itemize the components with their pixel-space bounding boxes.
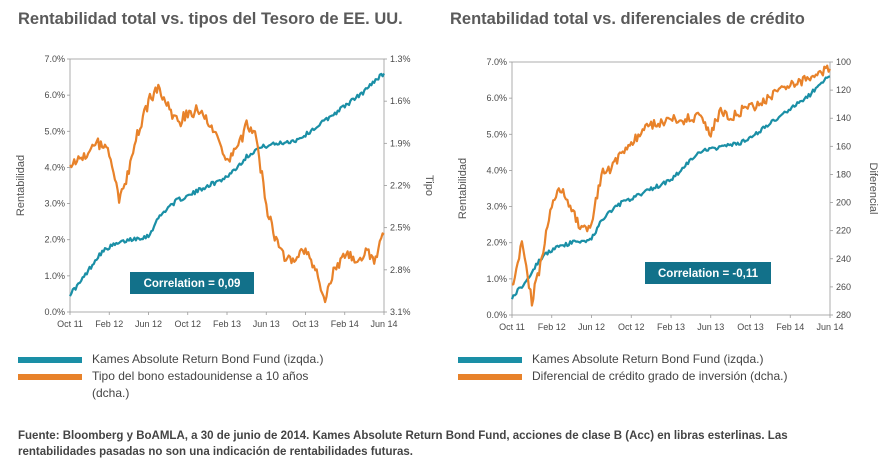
correlation-box (130, 272, 254, 294)
y-left-tick-label: 4.0% (44, 162, 65, 172)
x-tick-label: Oct 11 (499, 322, 525, 332)
y-right-tick-label: 2.2% (390, 181, 411, 191)
legend-label-fund-right: Kames Absolute Return Bond Fund (izqda.) (532, 352, 764, 366)
y-left-tick-label: 2.0% (44, 235, 65, 245)
y-right-tick-label: 3.1% (390, 307, 411, 317)
y-right-tick-label: 220 (836, 226, 851, 236)
correlation-label: Correlation = -0,11 (658, 268, 759, 280)
chart-title-left: Rentabilidad total vs. tipos del Tesoro … (18, 10, 403, 28)
y-left-tick-label: 5.0% (44, 126, 65, 136)
y-right-tick-label: 180 (836, 169, 851, 179)
x-tick-label: Feb 13 (657, 322, 685, 332)
y-left-tick-label: 5.0% (486, 129, 507, 139)
legend-swatch-spread (458, 374, 522, 380)
x-tick-label: Oct 13 (737, 322, 764, 332)
y-right-tick-label: 140 (836, 113, 851, 123)
x-tick-label: Jun 14 (370, 319, 397, 329)
y-right-tick-label: 2.8% (390, 265, 411, 275)
correlation-box (645, 262, 771, 284)
legend-label-spread: Diferencial de crédito grado de inversió… (532, 369, 788, 383)
series-line-right-axis (69, 83, 385, 304)
y-right-tick-label: 280 (836, 310, 851, 320)
series-line-fund (510, 75, 831, 300)
chart-treasury: 0.0% 1.0% 2.0% 3.0% 4.0% 5.0% 6.0% 7.0% 1.3% 1.6%… (15, 54, 435, 329)
correlation-label: Correlation = 0,09 (144, 278, 241, 290)
y-left-tick-label: 3.0% (486, 202, 507, 212)
y-left-axis-label: Rentabilidad (457, 158, 469, 219)
y-left-axis-label: Rentabilidad (15, 155, 27, 216)
legend-swatch-fund-left (18, 357, 82, 363)
x-tick-label: Jun 13 (697, 322, 724, 332)
x-tick-label: Oct 12 (174, 319, 201, 329)
x-tick-label: Oct 12 (618, 322, 645, 332)
y-right-tick-label: 100 (836, 57, 851, 67)
y-right-tick-label: 260 (836, 282, 851, 292)
x-tick-label: Feb 13 (213, 319, 241, 329)
x-tick-label: Feb 14 (776, 322, 804, 332)
x-tick-label: Feb 14 (331, 319, 359, 329)
y-left-tick-label: 1.0% (44, 271, 65, 281)
y-left-tick-label: 2.0% (486, 238, 507, 248)
y-left-tick-label: 1.0% (486, 274, 507, 284)
legend-label-treasury: Tipo del bono estadounidense a 10 años (92, 369, 309, 383)
footnote: Fuente: Bloomberg y BoAMLA, a 30 de juni… (18, 430, 788, 458)
x-tick-label: Jun 13 (253, 319, 280, 329)
legend-swatch-fund-right (458, 357, 522, 363)
y-right-axis-label: Tipo (423, 175, 435, 196)
y-right-tick-label: 120 (836, 85, 851, 95)
y-right-tick-label: 160 (836, 141, 851, 151)
series-line-right-axis (511, 64, 831, 307)
x-tick-label: Jun 14 (816, 322, 843, 332)
y-left-tick-label: 7.0% (44, 54, 65, 64)
y-left-tick-label: 7.0% (486, 57, 507, 67)
legend-label-fund-left: Kames Absolute Return Bond Fund (izqda.) (92, 352, 324, 366)
y-right-tick-label: 1.6% (390, 96, 411, 106)
chart-credit-spread: 0.0% 1.0% 2.0% 3.0% 4.0% 5.0% 6.0% 7.0% 100 120 14… (457, 57, 879, 332)
y-right-tick-label: 2.5% (390, 223, 411, 233)
x-tick-label: Feb 12 (538, 322, 566, 332)
y-left-tick-label: 0.0% (44, 307, 65, 317)
y-right-tick-label: 1.9% (390, 138, 411, 148)
y-left-tick-label: 6.0% (486, 93, 507, 103)
y-right-tick-label: 240 (836, 254, 851, 264)
series-line-fund (69, 72, 385, 297)
legend-label-treasury-cont: (dcha.) (92, 386, 130, 400)
y-right-axis-label: Diferencial (867, 163, 879, 215)
x-tick-label: Jun 12 (578, 322, 605, 332)
chart-title-right: Rentabilidad total vs. diferenciales de … (450, 10, 805, 28)
y-right-tick-label: 200 (836, 198, 851, 208)
x-tick-label: Oct 11 (57, 319, 83, 329)
y-left-tick-label: 3.0% (44, 199, 65, 209)
x-tick-label: Jun 12 (135, 319, 162, 329)
y-right-tick-label: 1.3% (390, 54, 411, 64)
legend-swatch-treasury (18, 374, 82, 380)
y-left-tick-label: 4.0% (486, 165, 507, 175)
x-tick-label: Feb 12 (95, 319, 123, 329)
y-left-tick-label: 6.0% (44, 90, 65, 100)
y-left-tick-label: 0.0% (486, 310, 507, 320)
x-tick-label: Oct 13 (292, 319, 319, 329)
